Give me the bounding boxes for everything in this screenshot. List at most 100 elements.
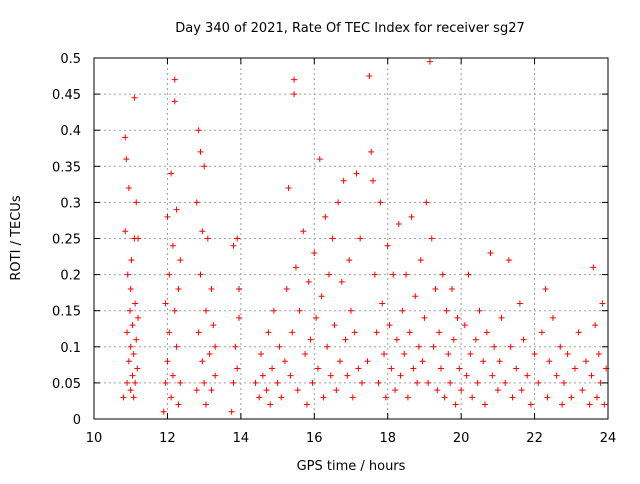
y-tick-label: 0.05	[52, 377, 81, 392]
data-point	[417, 257, 424, 264]
data-point	[432, 286, 439, 293]
data-point	[467, 351, 474, 358]
data-point	[127, 286, 134, 293]
y-tick-label: 0.1	[60, 341, 81, 356]
data-point	[593, 394, 600, 401]
data-point	[373, 329, 380, 336]
data-point	[377, 199, 384, 206]
data-point	[202, 401, 209, 408]
data-point	[234, 235, 241, 242]
data-point	[133, 199, 140, 206]
data-point	[390, 271, 397, 278]
x-tick-label: 10	[86, 431, 103, 446]
data-point	[171, 98, 178, 105]
data-point	[129, 322, 136, 329]
data-point	[132, 379, 139, 386]
data-point	[120, 394, 127, 401]
data-point	[557, 343, 564, 350]
data-point	[371, 271, 378, 278]
data-point	[228, 408, 235, 415]
data-point	[327, 372, 334, 379]
data-point	[325, 271, 332, 278]
data-point	[450, 336, 457, 343]
data-point	[283, 286, 290, 293]
data-point	[520, 336, 527, 343]
data-point	[359, 379, 366, 386]
data-point	[199, 358, 206, 365]
data-point	[397, 372, 404, 379]
data-point	[316, 156, 323, 163]
data-point	[202, 307, 209, 314]
data-point	[351, 329, 358, 336]
data-point	[401, 351, 408, 358]
data-point	[320, 394, 327, 401]
axis-ticks: 10 12 14 16 18 20 22 24 0 0.05 0.1 0.15 0.2 0.25 0.3 0.…	[52, 52, 616, 446]
data-point	[124, 329, 131, 336]
data-point	[162, 300, 169, 307]
data-point	[553, 372, 560, 379]
y-tick-label: 0.35	[52, 160, 81, 175]
data-point	[313, 314, 320, 321]
data-point	[544, 394, 551, 401]
data-point	[502, 379, 509, 386]
data-point	[601, 401, 608, 408]
data-point	[338, 278, 345, 285]
data-point	[395, 221, 402, 228]
data-point	[441, 394, 448, 401]
data-point	[208, 387, 215, 394]
data-point	[210, 322, 217, 329]
data-point	[421, 314, 428, 321]
data-point	[122, 134, 129, 141]
data-point	[599, 300, 606, 307]
data-point	[232, 343, 239, 350]
chart-title: Day 340 of 2021, Rate Of TEC Index for r…	[175, 21, 524, 36]
data-point	[291, 91, 298, 98]
data-point	[582, 358, 589, 365]
data-point	[259, 372, 266, 379]
x-tick-label: 12	[159, 431, 176, 446]
data-point	[384, 242, 391, 249]
data-point	[560, 379, 567, 386]
data-point	[491, 343, 498, 350]
data-point	[575, 329, 582, 336]
data-point	[175, 401, 182, 408]
data-point	[452, 401, 459, 408]
data-point	[285, 184, 292, 191]
data-point	[122, 228, 129, 235]
y-tick-label: 0.15	[52, 305, 81, 320]
data-point	[208, 286, 215, 293]
data-point	[303, 401, 310, 408]
data-point	[346, 257, 353, 264]
data-point	[430, 343, 437, 350]
data-point	[425, 379, 432, 386]
data-point	[204, 235, 211, 242]
data-point	[381, 351, 388, 358]
data-point	[169, 372, 176, 379]
data-point	[269, 365, 276, 372]
data-point	[454, 314, 461, 321]
data-point	[127, 343, 134, 350]
y-tick-label: 0	[73, 413, 81, 428]
data-point	[289, 329, 296, 336]
data-point	[568, 394, 575, 401]
data-point	[474, 379, 481, 386]
data-point	[329, 235, 336, 242]
data-point	[128, 257, 135, 264]
data-point	[463, 372, 470, 379]
data-point	[287, 372, 294, 379]
data-point	[469, 394, 476, 401]
data-point	[355, 365, 362, 372]
data-point	[518, 387, 525, 394]
data-point	[447, 379, 454, 386]
data-point	[349, 394, 356, 401]
data-point	[443, 307, 450, 314]
data-point	[408, 213, 415, 220]
data-point	[302, 351, 309, 358]
y-tick-label: 0.4	[60, 124, 81, 139]
data-point	[366, 73, 373, 80]
data-point	[516, 300, 523, 307]
data-point	[472, 336, 479, 343]
data-point	[125, 184, 132, 191]
data-point	[164, 358, 171, 365]
data-point	[230, 242, 237, 249]
